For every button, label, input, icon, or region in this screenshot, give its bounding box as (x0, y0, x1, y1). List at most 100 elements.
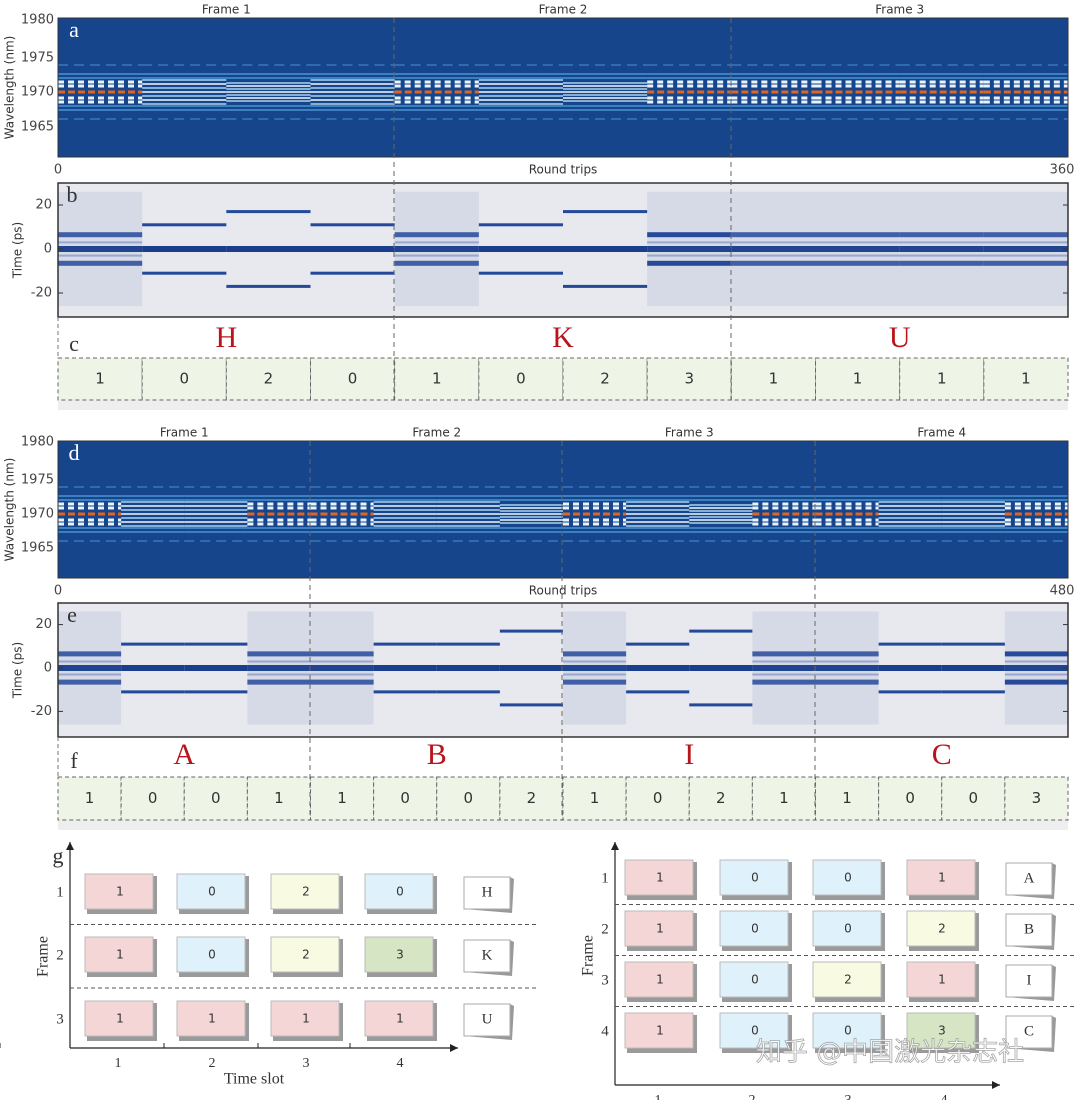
letter-box (463, 876, 511, 910)
pulse-center (941, 665, 1005, 671)
code-bit: 1 (432, 370, 442, 388)
pulse-center (142, 246, 227, 252)
pulse-side (815, 260, 900, 266)
pulse-side (563, 651, 627, 657)
y-axis-label: Wavelength (nm) (3, 458, 17, 562)
cell (624, 910, 694, 947)
pulse-center (499, 665, 563, 671)
x-tick-label: 4 (941, 1093, 948, 1100)
pulse-side (647, 260, 732, 266)
pulse-fringe (815, 673, 879, 676)
cell (176, 936, 246, 973)
cell-value: 1 (302, 1012, 310, 1026)
pulse-fringe (899, 241, 984, 244)
code-bit: 1 (769, 370, 779, 388)
x-axis-end: 480 (1050, 584, 1075, 599)
pulse-side (878, 690, 942, 694)
pulse-side (478, 223, 563, 227)
pulse-side (121, 642, 185, 646)
pulse-fringe (1004, 660, 1068, 663)
y-axis-label: Frame (35, 936, 52, 977)
pulse-side (499, 703, 563, 707)
cell (364, 1000, 434, 1037)
pulse-fringe (310, 673, 374, 676)
code-letter: I (684, 738, 694, 771)
pulse-haze (394, 191, 479, 307)
code-bit: 2 (716, 789, 726, 807)
cell (719, 859, 789, 896)
cell (812, 859, 882, 896)
pulse-side (121, 690, 185, 694)
pulse-side (226, 284, 311, 288)
pulse-side (815, 679, 879, 685)
pulse-center (310, 665, 374, 671)
pulse-center (310, 246, 395, 252)
watermark: 知乎 @中国激光杂志社 (756, 1038, 1024, 1068)
plot-frame (57, 17, 1069, 158)
frame-tick: 4 (601, 1023, 609, 1039)
cell-letter: K (482, 947, 493, 963)
frame-label: Frame 1 (160, 426, 209, 440)
code-cell (141, 357, 227, 401)
pulse-side (499, 629, 563, 633)
code-shadow (58, 820, 1068, 830)
pulse-side (310, 223, 395, 227)
pulse-fringe (310, 660, 374, 663)
pulse-haze (983, 191, 1068, 307)
pulse-center (1004, 665, 1068, 671)
pulse-side (184, 690, 248, 694)
cell (84, 1000, 154, 1037)
panel-label: a (69, 17, 79, 42)
pulse-side (731, 260, 816, 266)
x-axis-label: Round trips (529, 584, 598, 598)
cell (176, 873, 246, 910)
cell (906, 1012, 976, 1049)
code-bit: 1 (274, 789, 284, 807)
cell (624, 961, 694, 998)
pulse-fringe (58, 254, 143, 257)
code-cell (878, 776, 943, 821)
axis-arrow (450, 1044, 458, 1052)
code-cell (815, 357, 901, 401)
pulse-side (58, 679, 122, 685)
cell (364, 936, 434, 973)
y-axis-label: Wavelength (nm) (3, 36, 17, 140)
cell (719, 961, 789, 998)
pulse-center (563, 246, 648, 252)
x-axis-end: 360 (1050, 163, 1075, 178)
code-bit: 0 (464, 789, 474, 807)
pulse-side (815, 232, 900, 238)
cell-value: 1 (116, 885, 124, 899)
y-tick-label: 1980 (21, 13, 54, 28)
cell-value: 1 (116, 948, 124, 962)
pulse-fringe (563, 673, 627, 676)
x-axis-start: 0 (54, 584, 62, 599)
pulse-side (563, 284, 648, 288)
letter-box (463, 1003, 511, 1037)
pulse-side (394, 232, 479, 238)
code-cell (394, 357, 480, 401)
code-letter: K (552, 321, 574, 354)
code-bit: 0 (179, 370, 189, 388)
cell (270, 1000, 340, 1037)
code-bit: 1 (779, 789, 789, 807)
cell-value: 1 (938, 973, 946, 987)
code-bit: 1 (337, 789, 347, 807)
frame-tick: 2 (601, 921, 609, 937)
cell-value: 1 (208, 1012, 216, 1026)
code-bit: 1 (85, 789, 95, 807)
pulse-fringe (752, 673, 816, 676)
pulse-side (247, 651, 311, 657)
x-tick-label: 1 (655, 1093, 662, 1100)
x-tick-label: 1 (115, 1056, 122, 1071)
pulse-center (752, 665, 816, 671)
pulse-center (815, 665, 879, 671)
y-tick-label: 1965 (21, 120, 54, 135)
pulse-side (752, 651, 816, 657)
pulse-side (394, 260, 479, 266)
cell-value: 0 (208, 885, 216, 899)
y-axis-label: Time (ps) (11, 642, 25, 699)
code-bit: 0 (148, 789, 158, 807)
x-axis-label: Round trips (529, 163, 598, 177)
cell (906, 961, 976, 998)
